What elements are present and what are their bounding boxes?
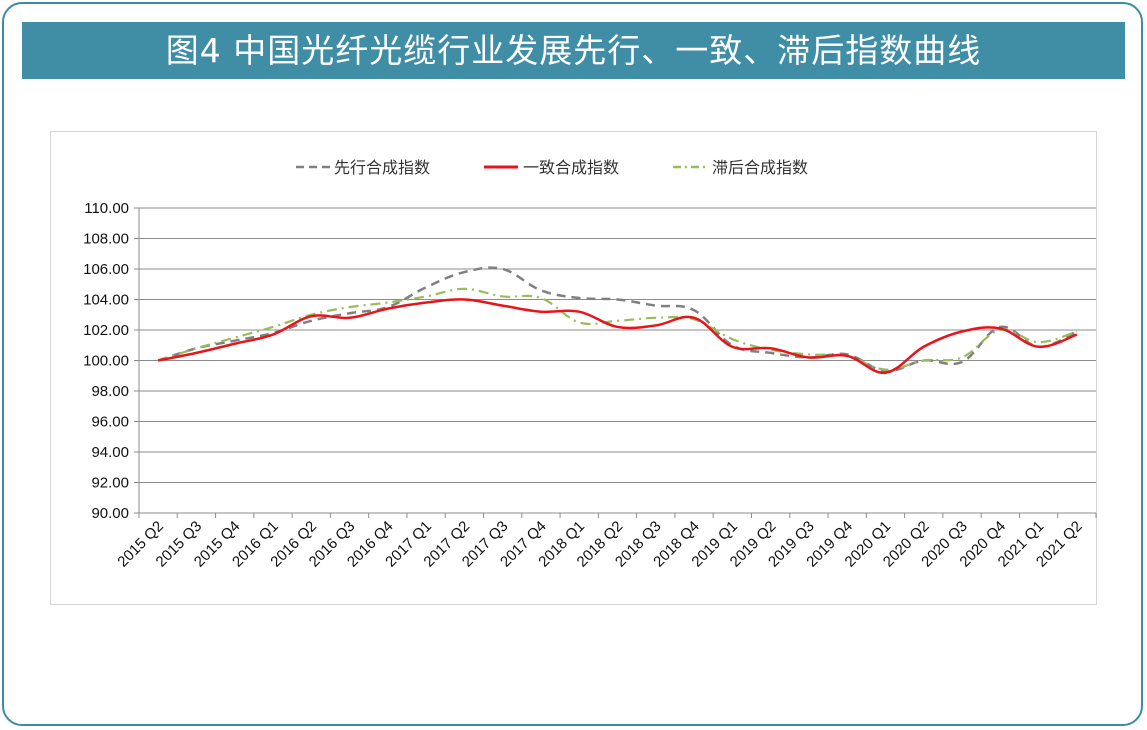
y-tick-label: 90.00 — [91, 505, 129, 522]
legend-label: 滞后合成指数 — [712, 158, 808, 177]
chart-area — [50, 131, 1097, 605]
series-line-leading — [157, 266, 1078, 373]
y-tick-label: 106.00 — [83, 261, 129, 278]
y-tick-label: 104.00 — [83, 292, 129, 309]
y-tick-label: 102.00 — [83, 322, 129, 339]
y-tick-label: 96.00 — [91, 414, 129, 431]
y-tick-label: 110.00 — [84, 200, 129, 217]
figure-title: 图4 中国光纤光缆行业发展先行、一致、滞后指数曲线 — [22, 22, 1125, 79]
series-line-coincident — [157, 298, 1078, 374]
y-tick-label: 92.00 — [91, 475, 129, 492]
legend-label: 一致合成指数 — [523, 158, 619, 177]
y-tick-label: 98.00 — [91, 383, 129, 400]
y-tick-label: 94.00 — [91, 444, 129, 461]
y-tick-label: 100.00 — [83, 353, 129, 370]
y-tick-label: 108.00 — [83, 231, 129, 248]
legend-label: 先行合成指数 — [334, 158, 430, 177]
series-line-lagging — [157, 287, 1078, 371]
